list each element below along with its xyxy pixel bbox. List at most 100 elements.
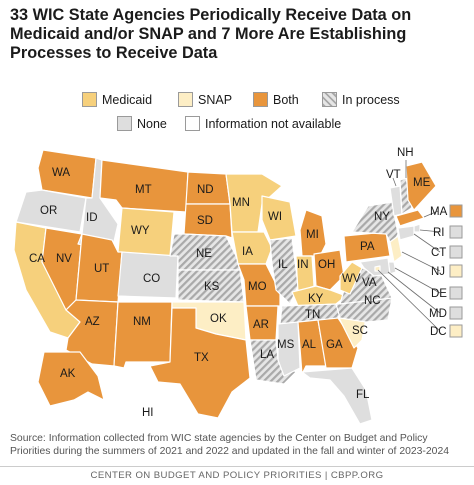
state-AK (37, 351, 105, 407)
label-VT: VT (386, 169, 401, 181)
legend-item-snap: SNAP (178, 92, 232, 107)
legend-label-medicaid: Medicaid (102, 92, 153, 107)
legend-label-snap: SNAP (198, 92, 233, 107)
label-ME: ME (413, 177, 431, 189)
state-MS (277, 321, 301, 377)
label-IN: IN (297, 259, 309, 271)
state-DC (374, 265, 381, 272)
label-MI: MI (306, 229, 319, 241)
state-IL (269, 237, 299, 305)
label-WA: WA (52, 167, 70, 179)
state-NY (351, 201, 399, 247)
label-CO: CO (143, 273, 160, 285)
label-NE: NE (196, 248, 212, 260)
legend-item-in-process: In process (322, 92, 400, 107)
legend-swatch-none (117, 116, 132, 131)
us-map: WA OR CA NV ID MT WY UT AZ CO NM ND SD N… (13, 147, 463, 425)
state-CO (117, 251, 179, 299)
legend-label-na: Information not available (205, 116, 342, 131)
label-MD: MD (429, 308, 447, 320)
state-HI (149, 403, 161, 417)
legend-item-na: Information not available (185, 116, 341, 131)
callout-line-nj (401, 251, 441, 272)
state-CT (397, 225, 415, 241)
label-DE: DE (431, 288, 447, 300)
label-ID: ID (86, 212, 98, 224)
state-NJ (389, 235, 403, 263)
state-WV (339, 261, 363, 295)
label-AR: AR (253, 319, 269, 331)
legend-label-none: None (137, 116, 167, 131)
label-DC: DC (430, 326, 447, 338)
swatch-MA (449, 204, 463, 218)
label-NV: NV (56, 253, 72, 265)
footer-credit: CENTER ON BUDGET AND POLICY PRIORITIES |… (0, 466, 474, 485)
state-IA (231, 231, 273, 265)
state-AL (297, 319, 327, 375)
callout-line-ri (419, 229, 442, 233)
label-ND: ND (197, 184, 214, 196)
state-RI (413, 223, 421, 233)
label-AK: AK (60, 368, 76, 380)
callout-line-vt (392, 177, 397, 187)
legend-item-none: None (117, 116, 167, 131)
state-GA (317, 317, 359, 369)
swatch-DE (449, 286, 463, 300)
state-OR (15, 189, 87, 233)
label-WV: WV (342, 273, 361, 285)
label-CA: CA (29, 253, 45, 265)
label-AZ: AZ (85, 316, 100, 328)
callout-line-ma (423, 210, 439, 218)
label-UT: UT (94, 263, 109, 275)
callout-line-dc (377, 269, 441, 332)
label-TX: TX (194, 352, 209, 364)
state-MO (237, 263, 281, 307)
legend-label-in-process: In process (342, 92, 400, 107)
state-OH (313, 249, 345, 291)
swatch-RI (449, 225, 463, 239)
map-title: 33 WIC State Agencies Periodically Recei… (10, 6, 412, 62)
state-ME (405, 161, 437, 211)
label-PA: PA (360, 241, 375, 253)
label-CT: CT (431, 247, 446, 259)
label-KS: KS (204, 281, 220, 293)
swatch-DC (449, 324, 463, 338)
label-WY: WY (131, 225, 150, 237)
label-SD: SD (197, 215, 213, 227)
state-NH (399, 177, 413, 215)
state-MA (395, 209, 425, 227)
label-RI: RI (433, 227, 445, 239)
callout-line-de (394, 267, 441, 294)
state-TX (149, 307, 251, 419)
state-WI (261, 195, 297, 241)
legend-item-both: Both (253, 92, 299, 107)
legend-swatch-in-process (322, 92, 337, 107)
state-FL (301, 367, 373, 425)
label-HI: HI (142, 407, 154, 419)
label-NC: NC (364, 295, 381, 307)
label-IA: IA (242, 246, 253, 258)
label-IL: IL (278, 259, 288, 271)
label-KY: KY (308, 293, 324, 305)
callout-line-ct (413, 233, 441, 253)
label-NM: NM (133, 316, 151, 328)
legend-swatch-medicaid (82, 92, 97, 107)
legend-label-both: Both (273, 92, 299, 107)
label-MO: MO (248, 281, 267, 293)
label-OH: OH (318, 259, 335, 271)
legend-swatch-na (185, 116, 200, 131)
swatch-MD (449, 306, 463, 320)
label-TN: TN (305, 309, 320, 321)
label-LA: LA (260, 349, 274, 361)
label-MT: MT (135, 184, 152, 196)
label-MS: MS (277, 339, 295, 351)
small-state-callouts (377, 160, 442, 332)
legend-item-medicaid: Medicaid (82, 92, 152, 107)
state-SD (183, 203, 233, 239)
legend-swatch-snap (178, 92, 193, 107)
small-state-swatches (449, 204, 463, 338)
label-MA: MA (430, 206, 448, 218)
label-NJ: NJ (431, 266, 445, 278)
label-SC: SC (352, 325, 368, 337)
label-OK: OK (210, 313, 227, 325)
